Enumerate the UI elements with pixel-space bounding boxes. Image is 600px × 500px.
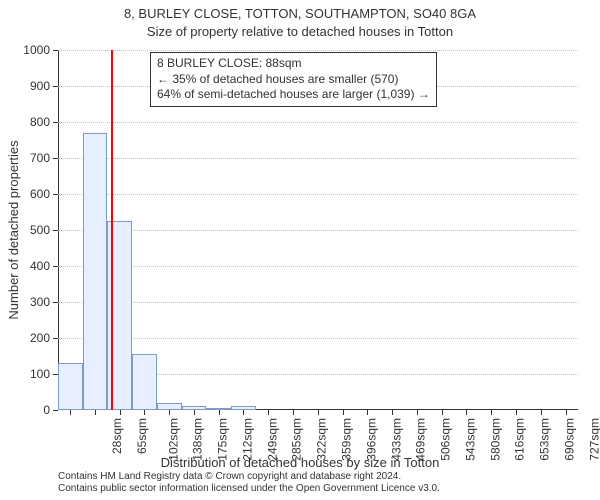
- annotation-box: 8 BURLEY CLOSE: 88sqm← 35% of detached h…: [150, 52, 437, 107]
- y-tick-label: 200: [10, 331, 50, 345]
- y-tick-mark: [53, 158, 58, 159]
- gridline-h: [58, 230, 578, 231]
- x-tick-mark: [343, 410, 344, 415]
- x-tick-mark: [243, 410, 244, 415]
- footer-line1: Contains HM Land Registry data © Crown c…: [58, 471, 440, 483]
- y-tick-mark: [53, 122, 58, 123]
- y-tick-label: 700: [10, 151, 50, 165]
- x-tick-mark: [169, 410, 170, 415]
- y-tick-mark: [53, 86, 58, 87]
- x-tick-mark: [442, 410, 443, 415]
- x-tick-mark: [194, 410, 195, 415]
- x-tick-label: 65sqm: [135, 418, 149, 454]
- histogram-bar: [83, 133, 107, 410]
- x-tick-mark: [566, 410, 567, 415]
- y-tick-mark: [53, 302, 58, 303]
- y-tick-label: 1000: [10, 43, 50, 57]
- x-tick-mark: [70, 410, 71, 415]
- x-tick-mark: [318, 410, 319, 415]
- y-tick-mark: [53, 410, 58, 411]
- y-tick-label: 900: [10, 79, 50, 93]
- x-axis-title: Distribution of detached houses by size …: [0, 455, 600, 470]
- gridline-h: [58, 266, 578, 267]
- footer-note: Contains HM Land Registry data © Crown c…: [58, 471, 440, 495]
- histogram-bar: [58, 363, 83, 410]
- chart-title-sub: Size of property relative to detached ho…: [0, 24, 600, 39]
- gridline-h: [58, 302, 578, 303]
- y-tick-mark: [53, 194, 58, 195]
- y-tick-label: 0: [10, 403, 50, 417]
- marker-line: [111, 50, 113, 410]
- x-tick-mark: [268, 410, 269, 415]
- annotation-line: 8 BURLEY CLOSE: 88sqm: [157, 56, 430, 72]
- y-tick-mark: [53, 338, 58, 339]
- y-tick-label: 500: [10, 223, 50, 237]
- x-tick-mark: [392, 410, 393, 415]
- x-tick-mark: [491, 410, 492, 415]
- x-tick-mark: [219, 410, 220, 415]
- y-tick-mark: [53, 230, 58, 231]
- gridline-h: [58, 158, 578, 159]
- footer-line2: Contains public sector information licen…: [58, 483, 440, 495]
- x-tick-label: 28sqm: [110, 418, 124, 454]
- annotation-line: ← 35% of detached houses are smaller (57…: [157, 72, 430, 88]
- y-tick-label: 800: [10, 115, 50, 129]
- x-tick-mark: [417, 410, 418, 415]
- y-tick-mark: [53, 50, 58, 51]
- y-tick-label: 300: [10, 295, 50, 309]
- x-tick-mark: [516, 410, 517, 415]
- annotation-line: 64% of semi-detached houses are larger (…: [157, 87, 430, 103]
- histogram-bar: [132, 354, 157, 410]
- x-tick-mark: [293, 410, 294, 415]
- gridline-h: [58, 194, 578, 195]
- histogram-bar: [157, 403, 182, 410]
- gridline-h: [58, 50, 578, 51]
- y-tick-label: 600: [10, 187, 50, 201]
- chart-title-main: 8, BURLEY CLOSE, TOTTON, SOUTHAMPTON, SO…: [0, 6, 600, 21]
- plot-area: 0100200300400500600700800900100028sqm65s…: [58, 50, 578, 410]
- x-tick-mark: [466, 410, 467, 415]
- gridline-h: [58, 122, 578, 123]
- y-tick-label: 100: [10, 367, 50, 381]
- chart-container: 8, BURLEY CLOSE, TOTTON, SOUTHAMPTON, SO…: [0, 0, 600, 500]
- x-tick-mark: [144, 410, 145, 415]
- x-tick-mark: [367, 410, 368, 415]
- x-tick-mark: [541, 410, 542, 415]
- x-tick-mark: [95, 410, 96, 415]
- y-tick-label: 400: [10, 259, 50, 273]
- y-tick-mark: [53, 266, 58, 267]
- x-tick-mark: [120, 410, 121, 415]
- gridline-h: [58, 338, 578, 339]
